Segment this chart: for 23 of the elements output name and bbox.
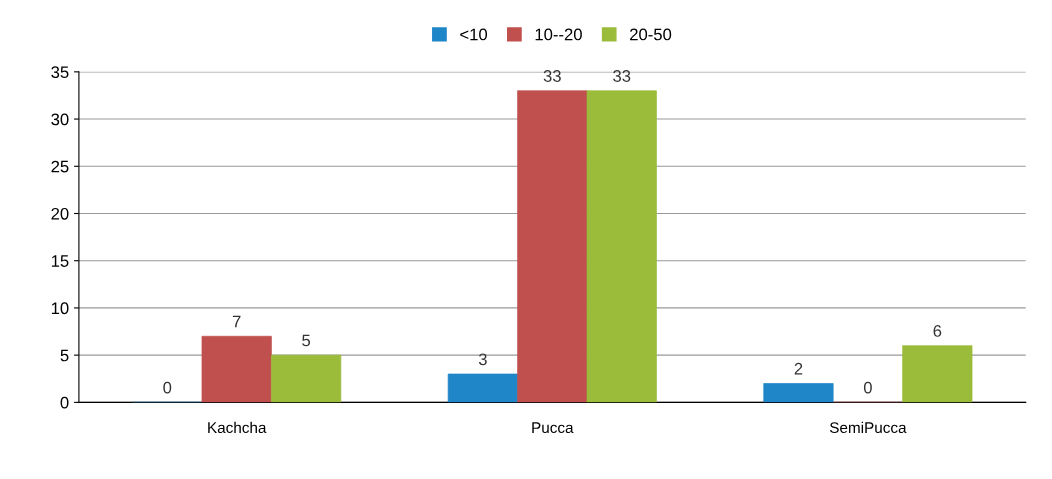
x-tick-label: SemiPucca <box>829 421 907 434</box>
y-tick-label: 5 <box>60 349 69 362</box>
y-tick-label: 0 <box>60 396 69 409</box>
y-tick-label: 10 <box>51 302 69 315</box>
data-label: 33 <box>613 70 631 82</box>
y-tick-label: 20 <box>51 207 69 220</box>
y-tick-label: 35 <box>51 66 69 79</box>
data-label: 6 <box>933 325 942 337</box>
data-label: 2 <box>794 362 803 375</box>
legend-label: <10 <box>460 28 488 41</box>
y-tick-label: 15 <box>51 255 69 267</box>
y-tick-label: 30 <box>51 113 69 126</box>
x-tick-label: Pucca <box>532 422 574 434</box>
data-label: 33 <box>543 70 561 82</box>
legend-label: 20-50 <box>630 28 672 41</box>
data-label: 0 <box>863 381 872 394</box>
data-label: 3 <box>478 353 487 366</box>
y-tick-label: 25 <box>51 160 69 173</box>
x-tick-label: Kachcha <box>208 421 267 434</box>
data-label: 5 <box>302 334 311 347</box>
data-label: 0 <box>163 381 172 394</box>
data-label: 7 <box>232 315 241 328</box>
legend-label: 10--20 <box>535 28 582 41</box>
